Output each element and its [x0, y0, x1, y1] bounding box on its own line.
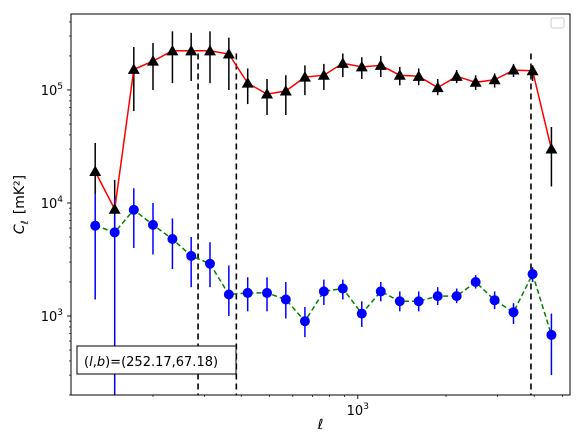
y-tick-exponent: 4: [57, 195, 63, 205]
annotation-b: b: [97, 355, 105, 370]
y-tick-exponent: 5: [57, 82, 63, 92]
series-2-point: [109, 227, 120, 238]
series-2-point: [299, 316, 310, 327]
series-2-point: [90, 220, 101, 231]
y-label-subscript: ℓ: [20, 220, 31, 224]
annotation-l: l: [89, 355, 93, 370]
series-2-point: [413, 296, 424, 307]
vertical-reference-lines: [197, 53, 532, 395]
series-2-point: [470, 276, 481, 287]
series-1-point: [355, 60, 368, 72]
series-markers: [89, 44, 558, 340]
series-2-point: [546, 329, 557, 340]
series-1-point: [450, 70, 463, 81]
y-tick-exponent: 3: [57, 308, 63, 318]
series-1-point: [241, 77, 254, 88]
series-2-line: [94, 208, 553, 336]
series-2-point: [508, 307, 519, 318]
y-tick-base: 10: [41, 197, 58, 212]
series-1-point: [507, 64, 520, 75]
series-2-point: [451, 291, 462, 302]
series-1-point: [374, 59, 387, 70]
y-tick-label: 105: [41, 82, 63, 99]
x-tick-label: 103: [347, 402, 369, 419]
series-2-point: [167, 234, 178, 245]
series-1-point: [222, 48, 235, 59]
y-tick-base: 10: [41, 84, 58, 99]
y-axis-label: Cℓ [mK²]: [12, 175, 31, 234]
y-tick-label: 103: [41, 308, 63, 325]
series-2-point: [128, 204, 139, 215]
series-1-point: [412, 70, 425, 81]
axis-ticks: [67, 21, 563, 399]
x-tick-base: 10: [347, 404, 364, 419]
series-2-point: [223, 289, 234, 300]
series-2-point: [337, 283, 348, 294]
series-1-point: [108, 203, 121, 214]
y-tick-label: 104: [41, 195, 64, 212]
series-1-point: [431, 81, 444, 93]
y-tick-base: 10: [41, 310, 58, 325]
annotation-box: [76, 345, 237, 375]
plot-frame: [70, 13, 571, 396]
series-2-point: [186, 250, 197, 261]
series-1-point: [185, 44, 198, 56]
error-bars: [94, 31, 553, 395]
series-1-point: [545, 143, 558, 154]
series-2-point: [204, 258, 215, 269]
series-2-point: [280, 294, 291, 305]
series-2-point: [318, 286, 329, 297]
coordinate-annotation: (l,b)=(252.17,67.18): [76, 345, 237, 375]
annotation-text: (l,b)=(252.17,67.18): [84, 355, 218, 370]
series-2-point: [262, 287, 273, 298]
series-2-point: [375, 286, 386, 297]
series-2-point: [242, 287, 253, 298]
series-2-point: [147, 219, 158, 230]
series-1-point: [298, 71, 311, 82]
series-1-point: [89, 165, 102, 176]
series-1-point: [526, 64, 539, 76]
series-1-point: [279, 84, 292, 96]
annotation-values: )=(252.17,67.18): [105, 355, 218, 370]
x-axis-label: ℓ: [317, 417, 324, 433]
y-label-unit: [mK²]: [12, 175, 28, 214]
series-2-point: [432, 291, 443, 302]
series-2-point: [394, 296, 405, 307]
series-1-point: [146, 55, 159, 66]
series-2-point: [489, 295, 500, 306]
series-1-point: [336, 57, 349, 68]
series-1-point: [203, 44, 216, 56]
series-1-point: [488, 73, 501, 85]
series-1-point: [261, 88, 274, 99]
series-1-point: [127, 63, 140, 74]
series-1-point: [393, 69, 406, 80]
y-label-main: C: [12, 224, 28, 234]
series-1-point: [469, 76, 482, 87]
legend-box: [550, 17, 565, 29]
series-1-point: [166, 44, 179, 56]
series-1-point: [317, 69, 330, 80]
series-2-point: [527, 269, 538, 280]
series-2-point: [356, 308, 367, 319]
x-tick-exponent: 3: [363, 402, 369, 412]
